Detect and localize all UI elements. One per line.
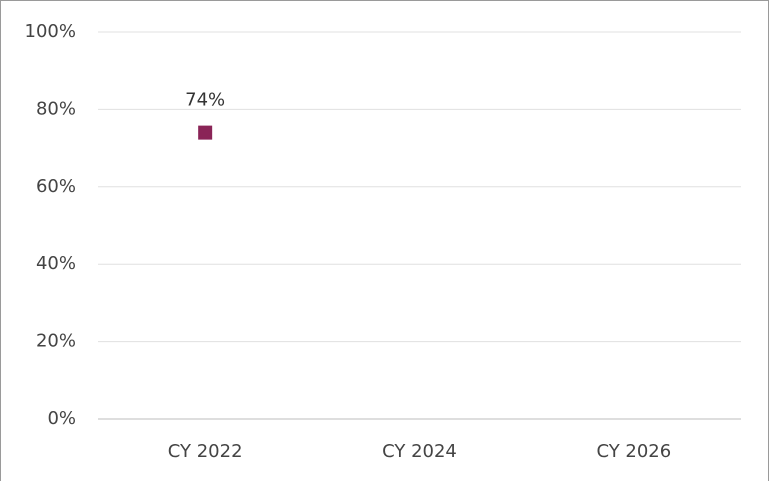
x-tick-label: CY 2022 — [168, 441, 243, 462]
x-tick-label: CY 2026 — [596, 441, 671, 462]
y-tick-label: 40% — [36, 253, 76, 274]
y-tick-label: 80% — [36, 98, 76, 119]
y-tick-label: 60% — [36, 176, 76, 197]
y-tick-label: 20% — [36, 331, 76, 352]
y-tick-label: 0% — [47, 408, 76, 429]
x-tick-label: CY 2024 — [382, 441, 457, 462]
data-label: 74% — [185, 90, 225, 111]
marker — [198, 125, 213, 140]
y-tick-label: 100% — [25, 21, 76, 42]
